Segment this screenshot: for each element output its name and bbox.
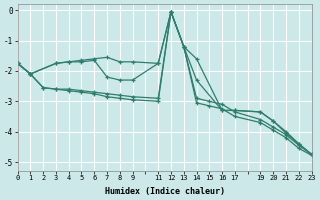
X-axis label: Humidex (Indice chaleur): Humidex (Indice chaleur) [105,187,225,196]
